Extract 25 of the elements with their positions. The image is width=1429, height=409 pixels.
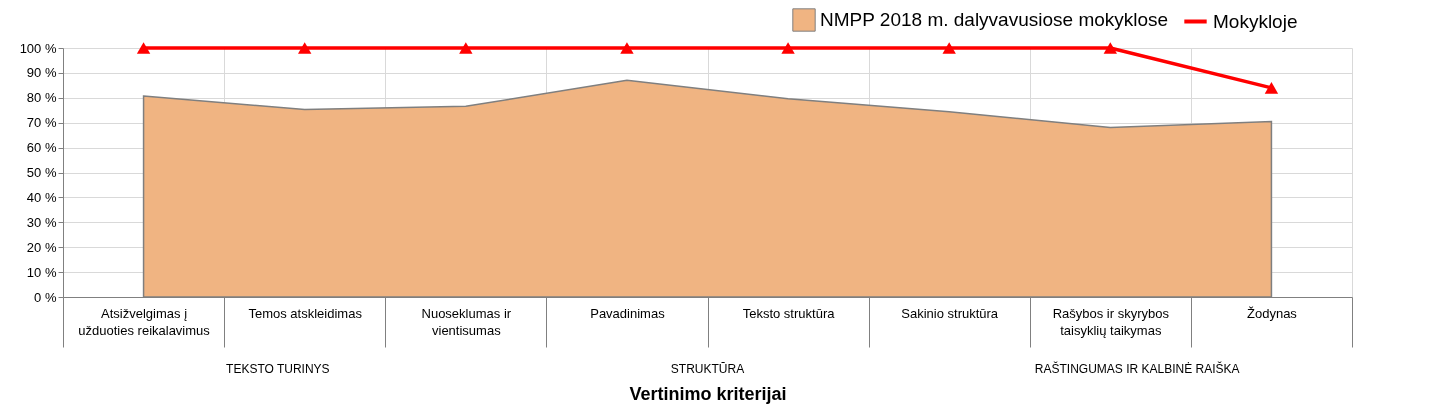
x-axis-title: Vertinimo kriterijai	[629, 384, 787, 404]
legend-label: NMPP 2018 m. dalyvavusiose mokyklose	[820, 9, 1169, 30]
x-tick-label: Rašybos ir skyrybos taisyklių taikymas	[1052, 305, 1170, 338]
x-tick-label: Atsižvelgimas į užduoties reikalavimus	[78, 305, 211, 338]
text: TEKSTO TURINYS	[226, 362, 330, 376]
y-tick-label: 40 %	[26, 189, 57, 205]
y-tick-label: 80 %	[26, 90, 57, 106]
legend-label: Mokykloje	[1213, 10, 1298, 32]
x-tick-label: Sakinio struktūra	[901, 305, 999, 321]
y-tick-label: 20 %	[26, 239, 57, 255]
x-tick-label: Žodynas	[1247, 305, 1298, 321]
x-tick-label: Nuoseklumas ir vientisumas	[421, 305, 512, 338]
y-tick-label: 50 %	[26, 165, 57, 180]
y-tick-label: 0 %	[34, 289, 57, 305]
y-tick-label: 70 %	[26, 115, 57, 131]
text: STRUKTŪRA	[670, 362, 745, 376]
text: RAŠTINGUMAS IR KALBINĖ RAIŠKA	[1034, 361, 1240, 376]
y-tick-label: 100 %	[19, 40, 57, 56]
x-tick-label: Pavadinimas	[590, 305, 666, 321]
y-tick-label: 30 %	[26, 214, 57, 230]
y-tick-label: 60 %	[26, 140, 57, 156]
x-tick-label: Teksto struktūra	[742, 305, 836, 321]
y-tick-label: 10 %	[26, 264, 57, 280]
x-tick-label: Temos atskleidimas	[248, 305, 363, 321]
y-tick-label: 90 %	[26, 65, 57, 81]
